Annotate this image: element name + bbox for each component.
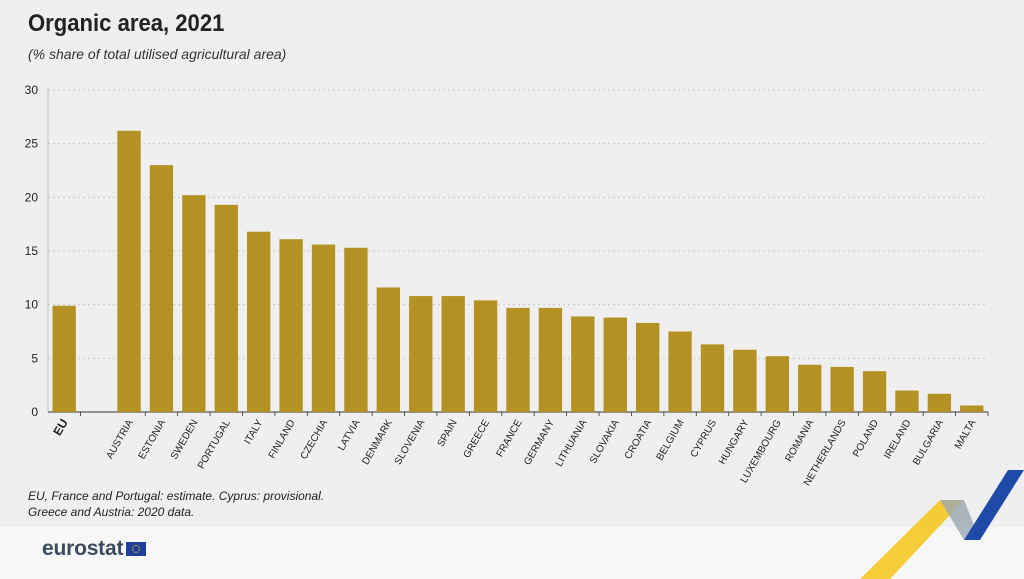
footnote-2020-data: Greece and Austria: 2020 data. xyxy=(28,505,195,519)
chart-title: Organic area, 2021 xyxy=(28,10,225,37)
x-tick-label: AUSTRIA xyxy=(104,418,135,461)
x-tick-label: MALTA xyxy=(953,418,979,451)
bar xyxy=(960,405,984,412)
y-tick-label: 15 xyxy=(25,244,39,258)
bar xyxy=(733,349,757,412)
x-tick-label: PORTUGAL xyxy=(196,418,233,471)
x-tick-label: CROATIA xyxy=(623,418,655,462)
bar xyxy=(376,287,401,412)
bar xyxy=(603,317,627,412)
x-tick-label: EU xyxy=(50,417,70,438)
bar xyxy=(52,305,76,412)
bar xyxy=(473,300,498,412)
x-tick-label: ITALY xyxy=(243,418,266,447)
x-tick-label: SPAIN xyxy=(436,418,460,449)
bar xyxy=(149,165,174,412)
bar xyxy=(635,322,660,412)
x-tick-label: LITHUANIA xyxy=(554,418,590,469)
y-tick-label: 10 xyxy=(25,298,39,312)
x-tick-label: CZECHIA xyxy=(299,418,331,462)
bar xyxy=(311,244,336,412)
x-tick-label: SLOVENIA xyxy=(393,418,428,467)
footnote-estimates: EU, France and Portugal: estimate. Cypru… xyxy=(28,489,325,503)
bar xyxy=(798,364,822,412)
bar xyxy=(279,239,303,412)
x-tick-label: IRELAND xyxy=(882,418,913,461)
bar xyxy=(506,307,530,412)
y-tick-label: 5 xyxy=(31,351,38,365)
bar xyxy=(668,331,692,412)
x-tick-label: POLAND xyxy=(851,418,881,459)
x-tick-label: DENMARK xyxy=(360,418,395,467)
bar-chart: 0 5 10 15 20 25 30 EU AUSTRIA ESTONIA SWEDENPORTUG… xyxy=(25,83,989,488)
x-tick-label: HUNGARY xyxy=(717,418,752,467)
bar xyxy=(214,204,238,412)
bar xyxy=(117,130,141,412)
y-tick-label: 20 xyxy=(25,190,39,204)
bar xyxy=(830,366,854,412)
eu-flag-icon xyxy=(126,542,147,556)
bar xyxy=(895,390,919,412)
bar xyxy=(927,393,952,412)
x-tick-label: ROMANIA xyxy=(783,418,816,464)
bar xyxy=(409,296,433,412)
chart-subtitle: (% share of total utilised agricultural … xyxy=(28,46,287,62)
footer-band xyxy=(0,527,1024,579)
x-tick-label: GREECE xyxy=(462,418,493,460)
x-tick-label: FRANCE xyxy=(495,418,525,459)
x-tick-label: CYPRUS xyxy=(689,418,720,460)
bar xyxy=(441,296,465,412)
bar xyxy=(247,231,271,412)
x-tick-label: BELGIUM xyxy=(655,418,687,462)
bar xyxy=(182,195,206,412)
bar xyxy=(538,307,563,412)
x-tick-label: SLOVAKIA xyxy=(588,418,622,466)
bar xyxy=(700,344,725,412)
x-tick-label: BULGARIA xyxy=(911,418,946,468)
y-tick-label: 30 xyxy=(25,83,39,97)
x-tick-label: FINLAND xyxy=(267,418,298,461)
bar xyxy=(571,316,595,412)
bar xyxy=(344,247,368,412)
x-tick-label: SWEDEN xyxy=(169,418,200,462)
x-tick-label: ESTONIA xyxy=(137,418,169,462)
y-tick-label: 0 xyxy=(31,405,38,419)
y-tick-label: 25 xyxy=(25,137,39,151)
logo-text: eurostat xyxy=(42,537,124,560)
bar xyxy=(862,371,887,412)
eurostat-logo: eurostat xyxy=(42,537,147,561)
decorative-ribbon-icon xyxy=(860,470,1024,579)
x-tick-label: GERMANY xyxy=(522,418,557,468)
x-tick-label: LATVIA xyxy=(336,418,363,453)
bar xyxy=(765,356,789,412)
